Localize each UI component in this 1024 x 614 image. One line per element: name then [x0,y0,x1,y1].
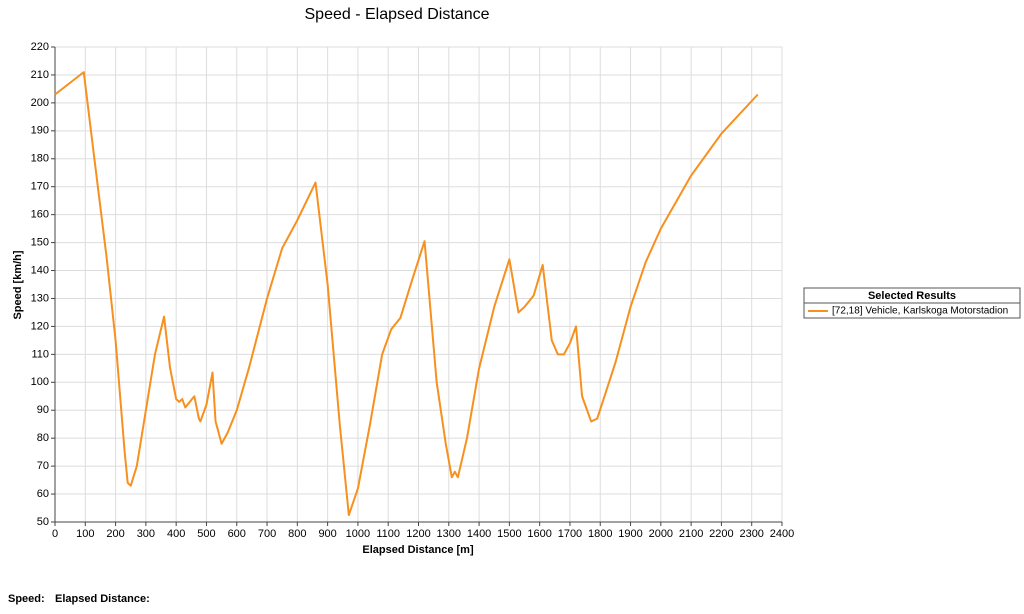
y-tick-label: 180 [31,153,49,165]
x-tick-label: 1200 [406,528,430,540]
y-tick-label: 50 [37,516,49,528]
x-tick-label: 1700 [558,528,582,540]
x-tick-label: 100 [76,528,94,540]
y-tick-label: 150 [31,236,49,248]
x-tick-label: 500 [197,528,215,540]
y-tick-label: 110 [31,348,49,360]
footer-label: Speed: [8,593,45,605]
x-tick-label: 900 [318,528,336,540]
x-tick-label: 1900 [618,528,642,540]
footer-label: Elapsed Distance: [55,593,150,605]
y-tick-label: 60 [37,488,49,500]
x-tick-label: 1500 [497,528,521,540]
x-tick-label: 800 [288,528,306,540]
x-tick-label: 1800 [588,528,612,540]
x-tick-label: 2400 [770,528,794,540]
y-tick-label: 140 [31,264,49,276]
chart-title: Speed - Elapsed Distance [305,6,490,23]
legend-label: [72,18] Vehicle, Karlskoga Motorstadion [832,306,1008,317]
x-tick-label: 700 [258,528,276,540]
x-tick-label: 1100 [376,528,400,540]
x-tick-label: 1400 [467,528,491,540]
y-tick-label: 170 [31,181,49,193]
y-tick-label: 80 [37,432,49,444]
x-tick-label: 1300 [437,528,461,540]
x-tick-label: 600 [228,528,246,540]
x-tick-label: 1600 [527,528,551,540]
y-tick-label: 130 [31,292,49,304]
y-tick-label: 120 [31,320,49,332]
x-tick-label: 300 [137,528,155,540]
x-axis-label: Elapsed Distance [m] [362,544,474,556]
x-tick-label: 1000 [346,528,370,540]
x-tick-label: 2300 [739,528,763,540]
y-tick-label: 90 [37,404,49,416]
y-tick-label: 160 [31,209,49,221]
y-tick-label: 200 [31,97,49,109]
y-axis-label: Speed [km/h] [12,250,24,319]
legend-title: Selected Results [868,290,956,302]
x-tick-label: 2000 [649,528,673,540]
y-tick-label: 100 [31,376,49,388]
line-series [54,71,759,517]
y-tick-label: 210 [31,69,49,81]
x-tick-label: 200 [106,528,124,540]
x-tick-label: 400 [167,528,185,540]
y-tick-label: 220 [31,41,49,53]
y-tick-label: 70 [37,460,49,472]
x-tick-label: 0 [52,528,58,540]
y-tick-label: 190 [31,125,49,137]
x-tick-label: 2100 [679,528,703,540]
x-tick-label: 2200 [709,528,733,540]
